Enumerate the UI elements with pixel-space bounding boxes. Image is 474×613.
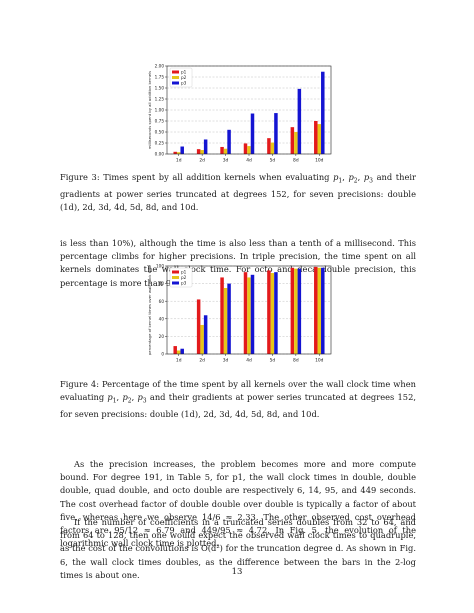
y-tick-label: 1.25 [155, 97, 165, 102]
bar-p2-8d [294, 268, 298, 354]
bar-p2-1d [176, 152, 181, 154]
legend-label-p3: p3 [181, 80, 187, 85]
legend-label-p2: p2 [181, 275, 187, 280]
y-tick-label: 1.00 [155, 108, 165, 113]
x-tick-label: 10d [315, 358, 324, 364]
x-tick-label: 8d [293, 358, 299, 364]
paragraph-2: As the precision increases, the problem … [60, 459, 416, 549]
bar-p1-3d [220, 146, 224, 154]
bar-p2-10d [317, 124, 322, 154]
x-tick-label: 3d [223, 158, 229, 164]
paragraph-3: If the number of coefficients in a trunc… [60, 517, 416, 580]
y-tick-label: 0.75 [155, 119, 165, 124]
bar-p2-2d [200, 324, 204, 354]
bar-p2-3d [223, 148, 228, 154]
bar-p1-1d [173, 151, 177, 154]
bar-p3-5d [274, 272, 278, 354]
figure-3-chart: 0.00 0.25 0.50 0.75 1.00 1.25 1.50 1.75 2.00 1d 2d… [147, 64, 332, 164]
bar-p2-3d [223, 288, 228, 354]
bar-p3-10d [321, 71, 325, 154]
bar-p3-3d [227, 283, 231, 354]
page-number: 13 [231, 567, 243, 577]
y-tick-label: 0.50 [155, 130, 165, 135]
y-tick-label: 60 [159, 299, 165, 304]
legend-label-p2: p2 [181, 75, 187, 80]
plot-frame [166, 65, 332, 155]
bar-p2-5d [270, 273, 275, 354]
bar-p2-4d [247, 146, 251, 154]
y-tick-label: 20 [159, 334, 165, 339]
x-tick-label: 4d [246, 358, 252, 364]
legend-swatch-p1 [172, 70, 179, 74]
legend-swatch-p2 [172, 276, 179, 279]
y-tick-label: 0 [161, 352, 164, 357]
legend-label-p1: p1 [181, 69, 187, 74]
bar-p1-4d [243, 143, 248, 154]
bar-p1-2d [196, 149, 201, 154]
legend-swatch-p2 [172, 76, 179, 79]
legend-label-p3: p3 [181, 280, 187, 285]
bar-p1-1d [173, 346, 177, 354]
bar-p3-5d [274, 113, 278, 154]
y-tick-label: 40 [159, 316, 165, 321]
bar-p2-2d [200, 150, 204, 154]
bar-p3-4d [250, 113, 255, 154]
figure-4-chart: 0 20 40 60 80 100 1d 2d 3d 4d 5d 8d 10d percentage of… [147, 264, 332, 364]
y-axis-label: percentage of kernel times over wall clo… [147, 264, 152, 355]
y-tick-label: 80 [159, 281, 165, 286]
x-tick-label: 2d [199, 358, 205, 364]
bar-p1-8d [290, 127, 295, 154]
figure-3-caption: Figure 3: Times spent by all addition ke… [60, 172, 417, 213]
y-tick-label: 1.75 [155, 75, 165, 80]
legend-swatch-p1 [172, 270, 179, 274]
y-tick-label: 100 [156, 264, 164, 269]
y-tick-label: 0.25 [155, 141, 165, 146]
bar-p3-1d [180, 146, 184, 154]
y-tick-label: 0.00 [155, 152, 165, 157]
bar-p1-2d [196, 299, 201, 354]
x-tick-label: 5d [270, 158, 276, 164]
bar-p3-10d [321, 267, 325, 354]
bar-p2-8d [294, 132, 298, 154]
plot-frame [166, 265, 332, 355]
bar-p1-5d [267, 270, 271, 354]
bar-p1-8d [290, 267, 295, 354]
bar-p1-10d [314, 266, 318, 354]
x-tick-label: 8d [293, 158, 299, 164]
legend-swatch-p3 [172, 281, 179, 285]
bar-p2-4d [247, 277, 251, 354]
bar-p3-2d [203, 139, 208, 154]
bar-p2-1d [176, 350, 181, 354]
x-tick-label: 1d [176, 358, 182, 364]
bar-p1-4d [243, 272, 248, 354]
x-tick-label: 3d [223, 358, 229, 364]
paragraph-1: is less than 10%), although the time is … [60, 238, 416, 288]
bar-p2-5d [270, 142, 275, 154]
x-tick-label: 1d [176, 158, 182, 164]
x-tick-label: 4d [246, 158, 252, 164]
bar-p1-5d [267, 138, 271, 154]
bar-p3-2d [203, 315, 208, 354]
figure-4-caption: Figure 4: Percentage of the time spent b… [60, 379, 416, 420]
bar-p1-10d [314, 121, 318, 154]
y-axis-label: milliseconds spent by all addition kerne… [147, 71, 152, 149]
bar-p3-3d [227, 129, 231, 154]
bar-p3-8d [297, 268, 302, 354]
x-tick-label: 2d [199, 158, 205, 164]
x-tick-label: 5d [270, 358, 276, 364]
x-tick-label: 10d [315, 158, 324, 164]
y-tick-label: 2.00 [155, 64, 165, 69]
bar-p3-4d [250, 274, 255, 354]
bar-p3-1d [180, 348, 184, 354]
bar-p2-10d [317, 267, 322, 354]
bar-p1-3d [220, 277, 224, 354]
legend-swatch-p3 [172, 81, 179, 85]
y-tick-label: 1.50 [155, 86, 165, 91]
bar-p3-8d [297, 88, 302, 154]
legend-label-p1: p1 [181, 269, 187, 274]
